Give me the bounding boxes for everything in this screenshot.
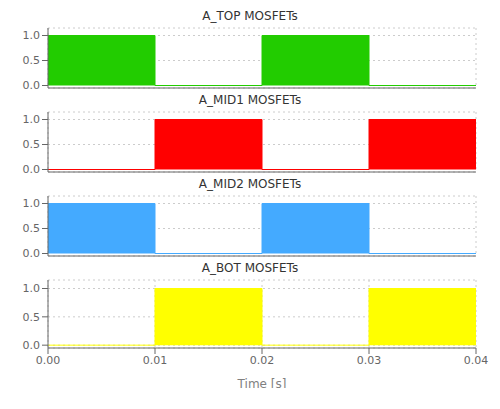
svg-text:1.0: 1.0 <box>23 197 41 210</box>
svg-text:0.5: 0.5 <box>23 222 41 235</box>
html-text:A_MID1 MOSFETs: A_MID1 MOSFETs <box>198 93 302 107</box>
svg-text:0.04: 0.04 <box>464 354 489 367</box>
html-text:A_BOT MOSFETs: A_BOT MOSFETs <box>201 261 299 275</box>
svg-text:0.5: 0.5 <box>23 138 41 151</box>
svg-text:0.0: 0.0 <box>23 247 41 260</box>
svg-text:0.03: 0.03 <box>357 354 382 367</box>
svg-text:1.0: 1.0 <box>23 113 41 126</box>
svg-text:Time [s]: Time [s] <box>237 377 287 388</box>
svg-text:0.5: 0.5 <box>23 311 41 324</box>
html-text:A_MID2 MOSFETs: A_MID2 MOSFETs <box>198 177 302 191</box>
svg-text:1.0: 1.0 <box>23 29 41 42</box>
svg-text:0.0: 0.0 <box>23 339 41 352</box>
svg-text:1.0: 1.0 <box>23 282 41 295</box>
svg-text:0.00: 0.00 <box>36 354 61 367</box>
svg-text:0.5: 0.5 <box>23 54 41 67</box>
svg-text:0.0: 0.0 <box>23 163 41 176</box>
svg-text:0.01: 0.01 <box>143 354 168 367</box>
svg-text:0.02: 0.02 <box>250 354 275 367</box>
html-text:A_TOP MOSFETs: A_TOP MOSFETs <box>202 9 298 23</box>
svg-text:0.0: 0.0 <box>23 79 41 92</box>
